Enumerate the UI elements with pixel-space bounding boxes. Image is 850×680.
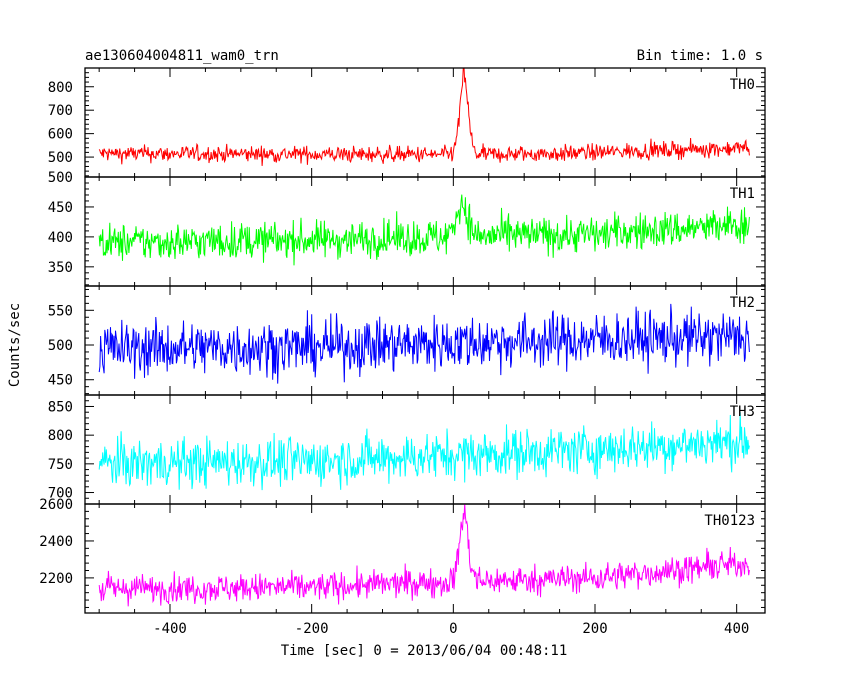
panel-th2: 450 500 550 TH2: [48, 285, 766, 396]
y-tick-label: 600: [48, 127, 73, 143]
y-axis-label: Counts/sec: [7, 303, 23, 387]
x-axis-label: Time [sec] 0 = 2013/06/04 00:48:11: [281, 643, 568, 659]
x-tick-label: 400: [724, 621, 749, 637]
panel-th1: 350 400 450 500 TH1: [48, 170, 766, 287]
x-axis: -400 -200 0 200 400: [153, 621, 749, 637]
x-tick-label: -200: [295, 621, 329, 637]
y-tick-label: 800: [48, 428, 73, 444]
series-line-th0: [98, 68, 750, 166]
y-tick-label: 450: [48, 373, 73, 389]
y-tick-label: 550: [48, 303, 73, 319]
panel-label: TH0: [730, 77, 755, 93]
panel-th0: 500 600 700 800 TH0: [48, 67, 766, 178]
x-tick-label: -400: [153, 621, 187, 637]
y-tick-label: 800: [48, 80, 73, 96]
y-tick-label: 500: [48, 150, 73, 166]
x-tick-label: 0: [449, 621, 457, 637]
panel-th3: 700 750 800 850 TH3: [48, 394, 766, 505]
panel-label: TH0123: [704, 513, 755, 529]
panel-frame: [84, 503, 766, 614]
chart-title: ae130604004811_wam0_trn: [85, 48, 279, 64]
x-tick-label: 200: [582, 621, 607, 637]
panels-group: 500 600 700 800 TH0 350 400 450 500 TH1 450 500 550 T…: [39, 67, 766, 614]
y-tick-label: 2400: [39, 534, 73, 550]
y-tick-label: 2600: [39, 497, 73, 513]
panel-label: TH3: [730, 404, 755, 420]
bin-time-label: Bin time: 1.0 s: [637, 48, 763, 64]
y-tick-label: 350: [48, 260, 73, 276]
y-tick-label: 500: [48, 338, 73, 354]
panel-th0123: 2200 2400 2600 TH0123: [39, 497, 766, 614]
y-tick-label: 700: [48, 103, 73, 119]
panel-label: TH2: [730, 295, 755, 311]
series-line-th1: [98, 194, 750, 266]
y-tick-label: 400: [48, 230, 73, 246]
y-tick-label: 700: [48, 486, 73, 502]
y-tick-label: 2200: [39, 571, 73, 587]
series-line-th3: [98, 412, 750, 491]
y-tick-label: 750: [48, 457, 73, 473]
series-line-th0123: [98, 504, 750, 607]
panel-frame: [84, 67, 766, 178]
series-line-th2: [98, 303, 750, 384]
y-tick-label: 500: [48, 170, 73, 186]
y-tick-label: 450: [48, 200, 73, 216]
panel-label: TH1: [730, 186, 755, 202]
y-tick-label: 850: [48, 399, 73, 415]
